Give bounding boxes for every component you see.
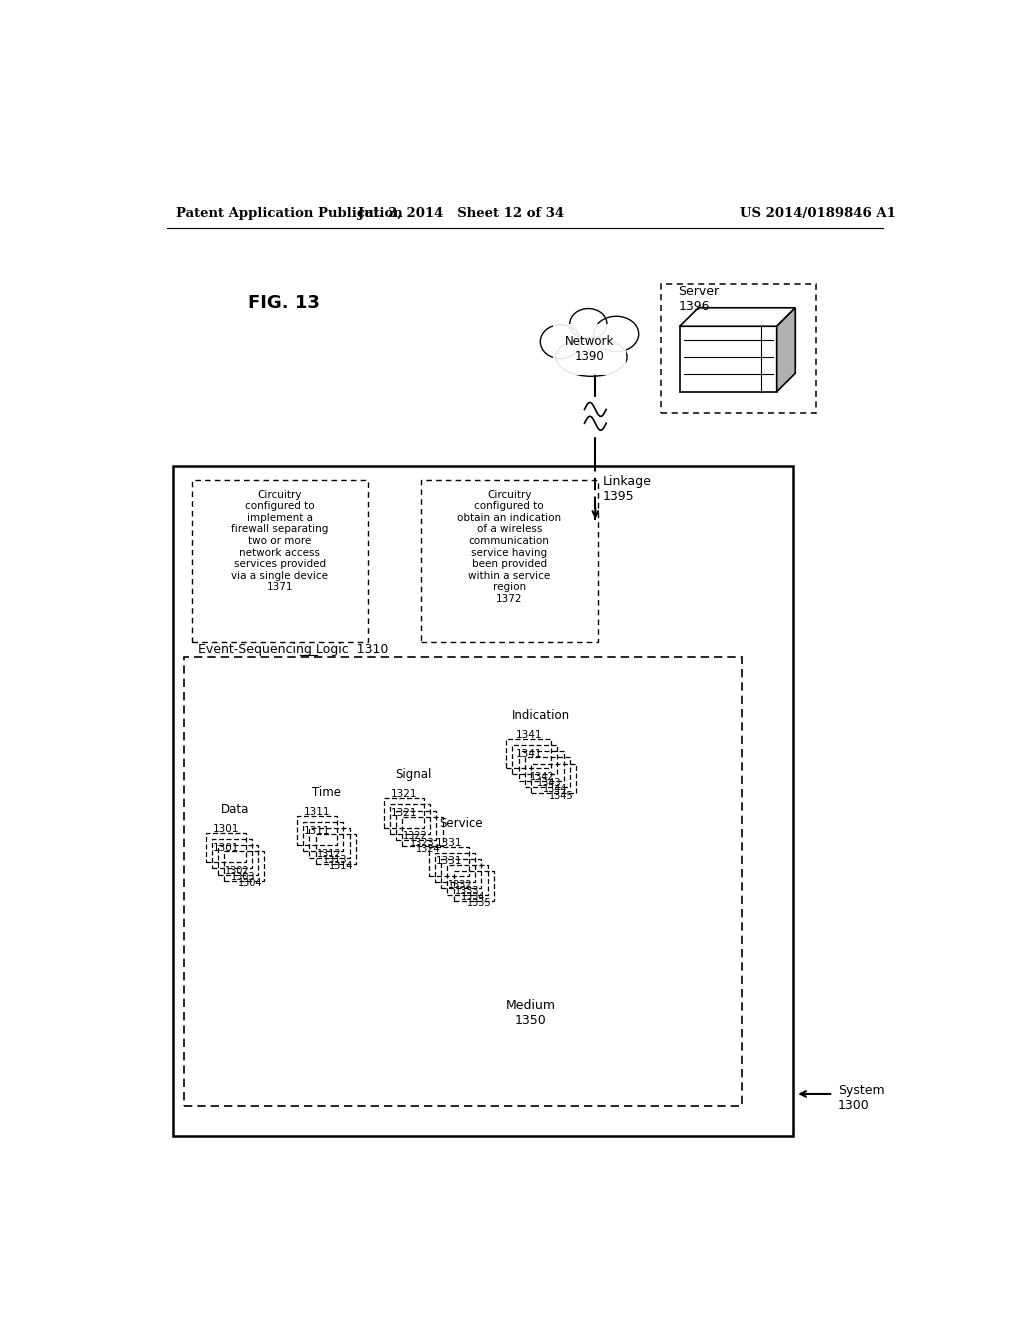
- Text: 1311: 1311: [304, 825, 331, 836]
- Text: Event-Sequencing Logic  1310: Event-Sequencing Logic 1310: [198, 643, 388, 656]
- Text: US 2014/0189846 A1: US 2014/0189846 A1: [739, 207, 896, 220]
- Text: Indication: Indication: [512, 709, 570, 722]
- Text: 1324: 1324: [416, 843, 440, 854]
- Ellipse shape: [569, 309, 607, 339]
- Text: System
1300: System 1300: [838, 1084, 885, 1111]
- Text: Service: Service: [439, 817, 483, 830]
- Bar: [441, 859, 481, 888]
- Bar: [224, 851, 264, 880]
- Text: 1335: 1335: [467, 899, 492, 908]
- Text: 1341: 1341: [515, 748, 542, 759]
- Text: 1341: 1341: [515, 730, 542, 739]
- Text: Patent Application Publication: Patent Application Publication: [176, 207, 402, 220]
- Bar: [524, 758, 569, 787]
- Ellipse shape: [556, 338, 627, 376]
- Bar: [429, 847, 469, 876]
- Text: Data: Data: [221, 803, 249, 816]
- Bar: [454, 871, 494, 900]
- Bar: [512, 744, 557, 775]
- Text: 1333: 1333: [455, 886, 479, 896]
- Bar: [173, 466, 793, 1137]
- Text: Circuitry
configured to
implement a
firewall separating
two or more
network acce: Circuitry configured to implement a fire…: [231, 490, 329, 593]
- Bar: [297, 816, 337, 845]
- Bar: [506, 739, 551, 768]
- Text: 1302: 1302: [225, 866, 250, 876]
- Bar: [662, 284, 816, 413]
- Bar: [183, 657, 741, 1106]
- Text: 1331: 1331: [435, 838, 462, 847]
- Text: 1343: 1343: [537, 779, 561, 788]
- Text: Server
1396: Server 1396: [678, 285, 720, 313]
- Bar: [421, 480, 598, 642]
- Bar: [384, 799, 424, 828]
- Bar: [435, 853, 475, 882]
- Bar: [396, 810, 436, 840]
- Text: 1311: 1311: [304, 807, 331, 817]
- Text: 1332: 1332: [449, 880, 473, 890]
- Bar: [309, 829, 349, 858]
- Bar: [218, 845, 258, 875]
- Text: 1304: 1304: [238, 878, 262, 888]
- Text: Medium
1350: Medium 1350: [506, 999, 556, 1027]
- Text: 1301: 1301: [212, 824, 239, 834]
- Text: Time: Time: [312, 785, 341, 799]
- Text: Network
1390: Network 1390: [565, 335, 614, 363]
- Text: Signal: Signal: [395, 768, 431, 781]
- Bar: [402, 817, 442, 846]
- Bar: [206, 833, 246, 862]
- Text: 1342: 1342: [530, 772, 555, 781]
- Text: 1334: 1334: [461, 892, 485, 902]
- Text: 1303: 1303: [231, 873, 256, 882]
- Text: 1312: 1312: [316, 849, 341, 859]
- Ellipse shape: [594, 317, 639, 351]
- Text: Circuitry
configured to
obtain an indication
of a wireless
communication
service: Circuitry configured to obtain an indica…: [458, 490, 561, 605]
- Bar: [212, 840, 252, 869]
- Bar: [531, 763, 575, 793]
- Text: 1313: 1313: [323, 855, 347, 865]
- Text: 1301: 1301: [212, 842, 239, 853]
- Bar: [680, 326, 776, 392]
- Text: 1344: 1344: [543, 784, 567, 795]
- Polygon shape: [680, 308, 796, 326]
- Text: 1322: 1322: [403, 832, 428, 841]
- Text: FIG. 13: FIG. 13: [248, 294, 319, 312]
- Text: 1331: 1331: [435, 857, 462, 866]
- Bar: [390, 804, 430, 834]
- Text: 1323: 1323: [410, 838, 434, 847]
- Text: 1345: 1345: [549, 791, 573, 800]
- Text: Jul. 3, 2014   Sheet 12 of 34: Jul. 3, 2014 Sheet 12 of 34: [358, 207, 564, 220]
- Bar: [315, 834, 356, 863]
- Text: 1321: 1321: [390, 789, 417, 799]
- Bar: [518, 751, 563, 780]
- Bar: [303, 822, 343, 851]
- Polygon shape: [776, 308, 796, 392]
- Bar: [447, 866, 487, 895]
- Text: 1321: 1321: [390, 808, 417, 818]
- Bar: [191, 480, 369, 642]
- Ellipse shape: [541, 325, 581, 359]
- Text: Linkage
1395: Linkage 1395: [603, 475, 652, 503]
- Text: 1314: 1314: [329, 862, 353, 871]
